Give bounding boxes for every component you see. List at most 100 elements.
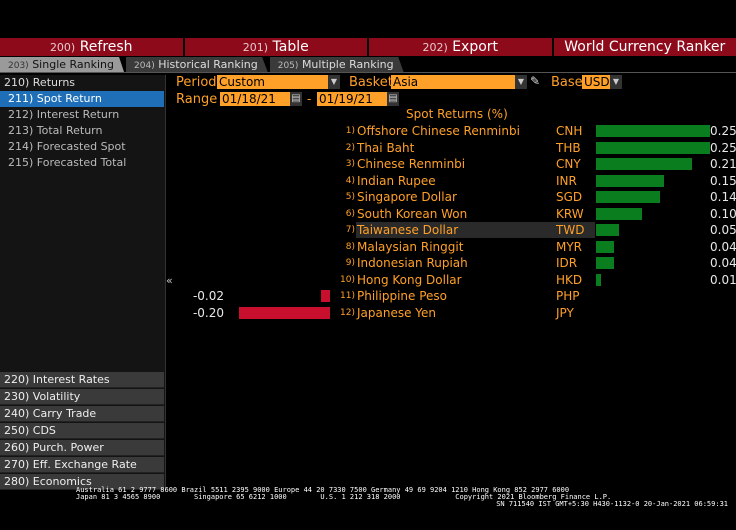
range-label: Range <box>176 92 218 107</box>
basket-label: Basket <box>349 75 393 90</box>
tab-bar: 203) Single Ranking 204) Historical Rank… <box>0 57 406 72</box>
rank: 3) <box>345 159 355 169</box>
currency-code: TWD <box>556 223 585 237</box>
rank: 9) <box>345 258 355 268</box>
footer-contacts-line1: Australia 61 2 9777 8600 Brazil 5511 239… <box>76 486 570 494</box>
tab-num: 203) <box>8 61 29 71</box>
chevron-down-icon[interactable]: ▼ <box>328 75 340 89</box>
row-highlight <box>356 222 595 238</box>
rank: 11) <box>340 291 355 301</box>
currency-name: Indonesian Rupiah <box>357 256 468 270</box>
currency-code: HKD <box>556 272 583 287</box>
table-row[interactable]: 4) Indian Rupee INR 0.15 <box>0 173 736 189</box>
refresh-num: 200) <box>49 41 76 54</box>
rank: 6) <box>345 208 355 219</box>
bar-negative <box>238 306 330 319</box>
range-separator: - <box>307 92 312 106</box>
table-row[interactable]: 1) Offshore Chinese Renminbi CNH 0.25 <box>0 123 736 139</box>
sidebar-item-returns[interactable]: 210) Returns <box>4 76 76 89</box>
calendar-icon[interactable]: ▤ <box>290 92 302 106</box>
bar-positive <box>596 207 642 220</box>
table-button[interactable]: 201) Table <box>184 38 367 56</box>
table-row[interactable]: 8) Malaysian Ringgit MYR 0.04 <box>0 239 736 255</box>
basket-select[interactable]: Asia <box>391 75 515 89</box>
bar-positive <box>596 158 692 170</box>
range-from-input[interactable]: 01/18/21 <box>220 92 290 106</box>
currency-name: Hong Kong Dollar <box>357 272 462 287</box>
collapse-sidebar-icon[interactable]: « <box>166 274 173 287</box>
tab-multiple-ranking[interactable]: 205) Multiple Ranking <box>269 57 404 72</box>
table-row[interactable]: 12) Japanese Yen JPY -0.20 <box>0 305 736 321</box>
sidebar-item-forecasted-total[interactable]: 215) Forecasted Total <box>8 156 127 169</box>
value-label: 0.14 <box>710 190 736 204</box>
sidebar-item-carry-trade[interactable]: 240) Carry Trade <box>0 406 164 422</box>
currency-name: Chinese Renminbi <box>357 157 466 171</box>
sidebar-item-total-return[interactable]: 213) Total Return <box>8 124 103 137</box>
refresh-label: Refresh <box>79 39 133 55</box>
base-select[interactable]: USD <box>582 75 610 89</box>
currency-name: Singapore Dollar <box>357 190 457 204</box>
pencil-icon[interactable]: ✎ <box>530 74 541 88</box>
currency-name: Offshore Chinese Renminbi <box>357 124 520 138</box>
table-row[interactable]: 9) Indonesian Rupiah IDR 0.04 <box>0 255 736 271</box>
period-select[interactable]: Custom <box>217 75 328 89</box>
refresh-button[interactable]: 200) Refresh <box>0 38 183 56</box>
export-num: 202) <box>422 41 448 54</box>
rank: 5) <box>345 192 355 202</box>
sidebar-item-interest-return[interactable]: 212) Interest Return <box>8 108 120 121</box>
currency-code: CNH <box>556 124 583 138</box>
tab-num: 205) <box>277 61 299 71</box>
rank: 2) <box>345 142 355 153</box>
table-row[interactable]: 2) Thai Baht THB 0.25 <box>0 140 736 156</box>
range-to-input[interactable]: 01/19/21 <box>317 92 387 106</box>
chevron-down-icon[interactable]: ▼ <box>515 75 527 89</box>
currency-name: Philippine Peso <box>357 289 447 303</box>
sidebar-item-volatility[interactable]: 230) Volatility <box>0 389 164 405</box>
currency-code: MYR <box>556 239 583 254</box>
sidebar-item-interest-rates[interactable]: 220) Interest Rates <box>0 372 164 388</box>
rank: 7) <box>345 225 355 235</box>
table-row[interactable]: 3) Chinese Renminbi CNY 0.21 <box>0 156 736 172</box>
currency-code: JPY <box>556 305 574 320</box>
sidebar-item-spot-return[interactable]: 211) Spot Return <box>0 91 164 107</box>
rank: 1) <box>345 126 355 136</box>
tab-historical-ranking[interactable]: 204) Historical Ranking <box>126 57 268 72</box>
rank: 12) <box>340 307 355 318</box>
tab-label: Historical Ranking <box>158 58 258 71</box>
value-label: 0.25 <box>710 124 736 138</box>
sidebar-item-cds[interactable]: 250) CDS <box>0 423 164 439</box>
sidebar-item-forecasted-spot[interactable]: 214) Forecasted Spot <box>8 140 126 153</box>
value-label: 0.15 <box>710 173 736 188</box>
export-label: Export <box>452 39 499 55</box>
currency-name: Malaysian Ringgit <box>357 239 464 254</box>
sidebar: 210) Returns 211) Spot Return 212) Inter… <box>0 75 166 490</box>
value-label: 0.04 <box>710 256 736 270</box>
value-label: -0.02 <box>192 289 224 303</box>
export-button[interactable]: 202) Export <box>369 38 552 56</box>
tab-num: 204) <box>134 61 155 71</box>
tab-label: Multiple Ranking <box>301 58 394 71</box>
value-label: 0.01 <box>710 272 736 287</box>
table-row[interactable]: 7) Taiwanese Dollar TWD 0.05 <box>0 222 736 238</box>
table-row[interactable]: 11) Philippine Peso PHP -0.02 <box>0 288 736 304</box>
table-num: 201) <box>242 41 269 54</box>
sidebar-item-eff-exchange-rate[interactable]: 270) Eff. Exchange Rate <box>0 457 164 473</box>
calendar-icon[interactable]: ▤ <box>387 92 399 106</box>
currency-code: IDR <box>556 256 578 270</box>
currency-code: PHP <box>556 289 580 303</box>
sidebar-item-purch-power[interactable]: 260) Purch. Power <box>0 440 164 456</box>
tab-single-ranking[interactable]: 203) Single Ranking <box>0 57 125 72</box>
table-row[interactable]: 10) Hong Kong Dollar HKD 0.01 <box>0 272 736 288</box>
tab-label: Single Ranking <box>32 58 115 71</box>
table-row[interactable]: 6) South Korean Won KRW 0.10 <box>0 206 736 222</box>
chevron-down-icon[interactable]: ▼ <box>610 75 622 89</box>
sidebar-item-economics[interactable]: 280) Economics <box>0 474 164 490</box>
bar-positive <box>596 125 710 137</box>
value-label: -0.20 <box>192 305 224 320</box>
table-row[interactable]: 5) Singapore Dollar SGD 0.14 <box>0 189 736 205</box>
currency-code: INR <box>556 173 577 188</box>
bar-negative <box>320 290 330 302</box>
rank: 4) <box>345 175 355 186</box>
value-label: 0.05 <box>710 223 736 237</box>
table-label: Table <box>272 39 309 55</box>
